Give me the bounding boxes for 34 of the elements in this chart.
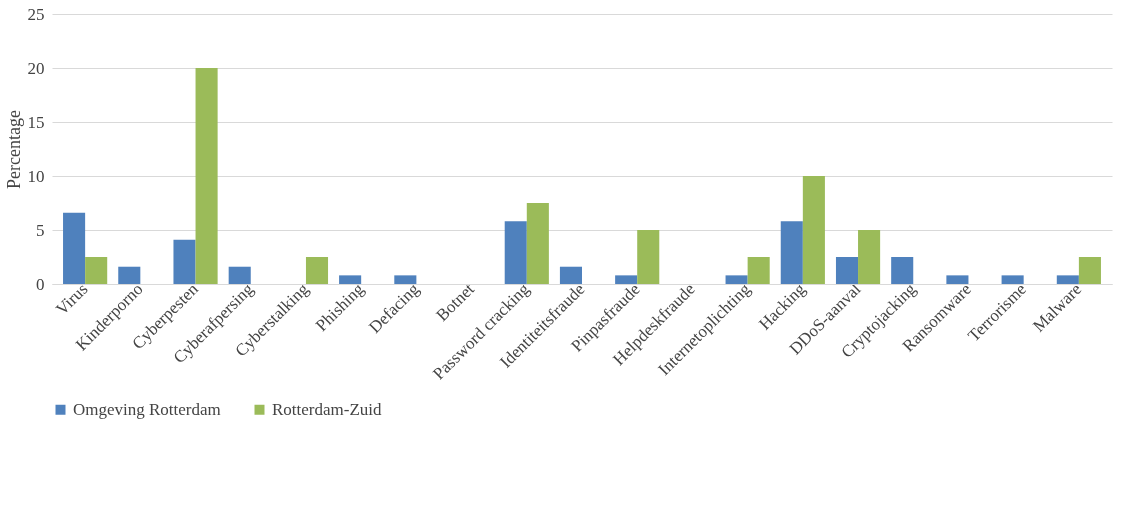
y-tick-label: 10: [27, 166, 45, 186]
bar: [1001, 275, 1024, 284]
y-tick-label: 20: [27, 58, 45, 78]
legend-label: Omgeving Rotterdam: [73, 399, 221, 419]
legend-label: Rotterdam-Zuid: [272, 399, 383, 419]
y-axis-title: Percentage: [3, 110, 24, 189]
bar: [305, 257, 329, 284]
bar: [1056, 275, 1079, 284]
bar: [195, 68, 218, 284]
bar: [118, 266, 141, 284]
bar: [504, 221, 527, 284]
bar: [637, 230, 660, 284]
bar: [339, 275, 362, 284]
y-tick-label: 5: [36, 220, 45, 240]
bar: [946, 275, 969, 284]
bar: [526, 203, 549, 284]
bar: [63, 212, 86, 284]
bar: [1078, 257, 1101, 284]
bar: [559, 266, 582, 284]
bar: [173, 239, 196, 284]
bar: [802, 176, 825, 284]
y-tick-label: 15: [27, 112, 45, 132]
y-tick-label: 25: [27, 4, 45, 24]
bar: [228, 266, 251, 284]
y-tick-label: 0: [36, 274, 45, 294]
bar: [858, 230, 881, 284]
bar: [725, 275, 748, 284]
bar: [85, 257, 108, 284]
bar: [615, 275, 638, 284]
bar: [835, 257, 859, 284]
bar: [747, 257, 770, 284]
bar: [891, 257, 914, 284]
bar: [394, 275, 417, 284]
bar: [780, 221, 803, 284]
